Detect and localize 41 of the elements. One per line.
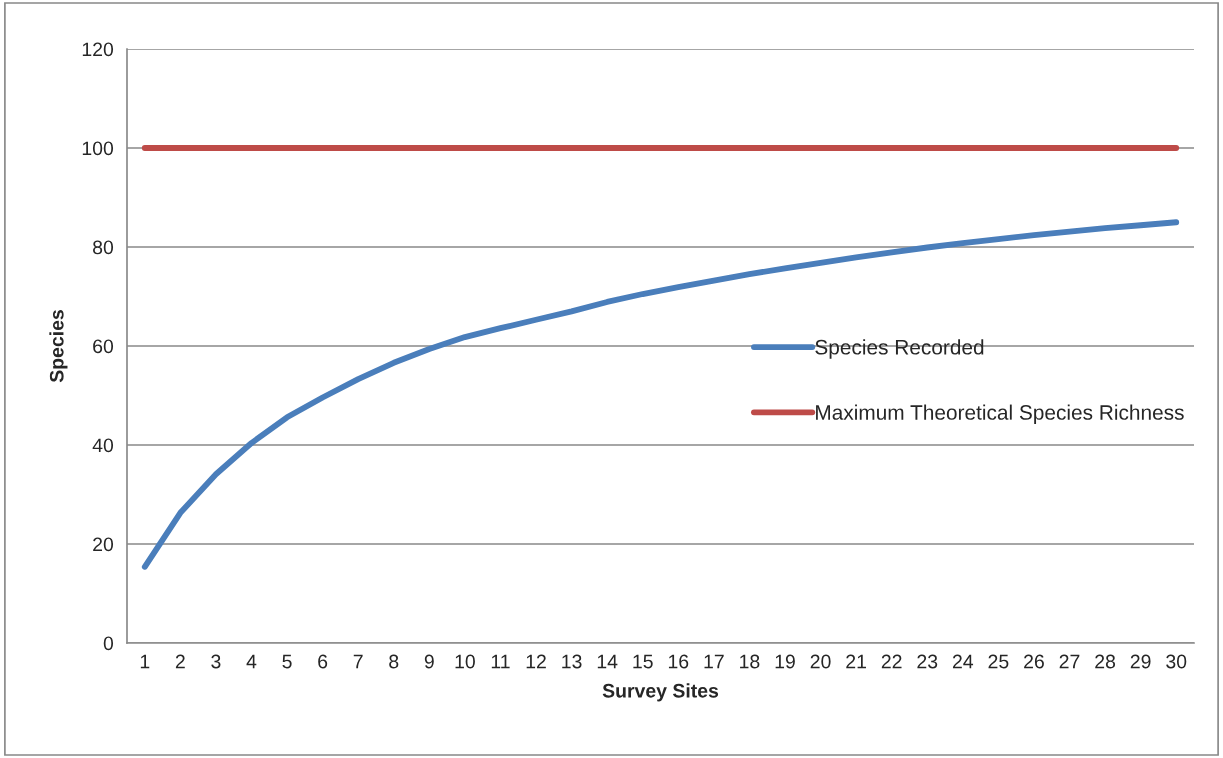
x-tick-label: 28 <box>1095 654 1116 669</box>
legend-label: Maximum Theoretical Species Richness <box>816 404 1184 424</box>
y-tick-label: 20 <box>93 537 114 552</box>
y-tick-label: 60 <box>93 339 114 354</box>
x-tick-label: 9 <box>424 654 434 669</box>
legend-label: Species Recorded <box>815 339 984 359</box>
x-tick-label: 25 <box>988 654 1009 669</box>
x-tick-label: 27 <box>1059 654 1080 669</box>
x-tick-label: 29 <box>1130 654 1151 669</box>
x-tick-label: 23 <box>917 654 938 669</box>
x-tick-label: 10 <box>455 654 475 669</box>
x-tick-label: 18 <box>740 654 760 669</box>
x-tick-label: 19 <box>775 654 795 669</box>
x-tick-label: 11 <box>491 654 510 669</box>
x-tick-label: 14 <box>597 654 618 669</box>
x-tick-label: 3 <box>211 654 221 669</box>
x-tick-label: 12 <box>526 654 546 669</box>
y-axis-title: Species <box>49 310 68 383</box>
x-tick-label: 26 <box>1024 654 1044 669</box>
x-tick-label: 13 <box>562 654 582 669</box>
x-tick-label: 17 <box>704 654 724 669</box>
x-tick-label: 20 <box>810 654 831 669</box>
x-tick-label: 4 <box>246 654 257 669</box>
x-tick-label: 24 <box>952 654 974 669</box>
x-tick-label: 1 <box>140 654 150 669</box>
x-tick-label: 16 <box>668 654 689 669</box>
y-tick-label: 40 <box>92 438 114 453</box>
y-tick-label: 120 <box>82 42 114 57</box>
x-tick-label: 8 <box>389 654 399 669</box>
x-tick-label: 15 <box>633 654 653 669</box>
x-tick-label: 30 <box>1166 654 1187 669</box>
x-axis-title: Survey Sites <box>602 683 719 702</box>
x-tick-label: 5 <box>282 654 292 669</box>
x-tick-label: 2 <box>175 654 185 669</box>
x-tick-label: 6 <box>318 654 328 669</box>
y-tick-label: 100 <box>82 141 114 156</box>
x-tick-label: 21 <box>846 654 866 669</box>
y-tick-label: 80 <box>93 240 114 255</box>
x-tick-label: 7 <box>353 654 363 669</box>
y-tick-label: 0 <box>103 636 114 651</box>
x-tick-label: 22 <box>881 654 902 669</box>
